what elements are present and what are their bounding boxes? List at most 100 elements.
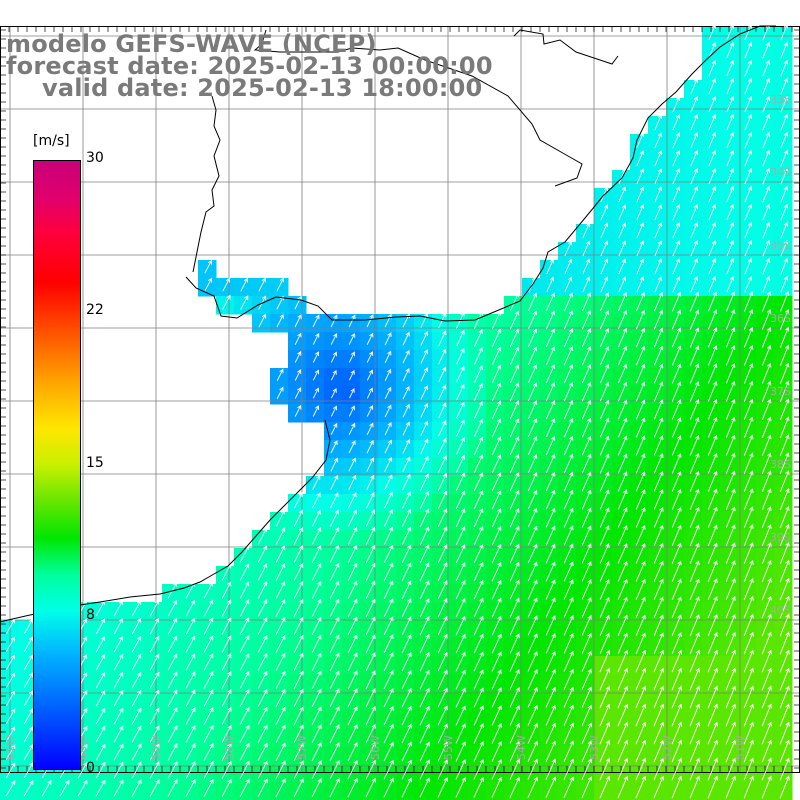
wind-arrow (779, 739, 790, 763)
wind-arrow (113, 635, 124, 653)
wind-arrow (294, 332, 302, 346)
wind-arrow (671, 363, 682, 384)
wind-arrow (653, 363, 664, 384)
wind-arrow (779, 362, 790, 384)
wind-arrow (473, 561, 484, 582)
latitude-label: 40S (770, 604, 791, 617)
wind-arrow (383, 509, 394, 527)
wind-arrow (383, 777, 394, 798)
wind-arrow (744, 167, 753, 185)
wind-arrow (365, 759, 376, 780)
wind-arrow (635, 345, 646, 366)
wind-arrow (293, 706, 304, 726)
wind-arrow (600, 276, 609, 293)
wind-arrow (491, 364, 502, 383)
wind-arrow (455, 490, 466, 510)
wind-arrow (653, 614, 664, 637)
wind-arrow (347, 634, 358, 654)
wind-arrow (437, 687, 448, 708)
wind-arrow (509, 579, 520, 600)
wind-arrow (726, 221, 735, 239)
wind-arrow (311, 562, 322, 581)
wind-arrow (311, 670, 322, 690)
wind-arrow (384, 350, 392, 363)
wind-arrow (545, 686, 556, 708)
wind-arrow (221, 581, 232, 599)
wind-arrow (473, 508, 484, 528)
wind-arrow (581, 722, 592, 745)
wind-arrow (762, 275, 771, 293)
wind-arrow (617, 614, 628, 636)
wind-arrow (149, 635, 160, 653)
wind-arrow (420, 438, 429, 455)
wind-arrow (689, 416, 700, 438)
wind-arrow (149, 689, 160, 707)
wind-arrow (779, 595, 790, 619)
wind-arrow (599, 578, 610, 600)
wind-arrow (312, 332, 320, 345)
wind-arrow (149, 743, 160, 761)
wind-arrow (509, 776, 520, 798)
wind-arrow (563, 650, 574, 672)
wind-arrow (384, 386, 392, 399)
wind-arrow (347, 544, 358, 563)
wind-arrow (419, 580, 430, 600)
wind-arrow (780, 167, 789, 185)
wind-arrow (617, 399, 628, 420)
wind-arrow (635, 578, 646, 600)
wind-arrow (599, 632, 610, 654)
wind-arrow (671, 703, 682, 727)
wind-arrow (77, 761, 88, 779)
wind-arrow (617, 489, 628, 510)
wind-arrow (131, 635, 142, 653)
wind-arrow (635, 524, 646, 546)
wind-arrow (473, 418, 483, 437)
wind-arrow (383, 687, 394, 708)
wind-arrow (780, 221, 789, 239)
latitude-label: 38S (770, 458, 791, 471)
wind-arrow (545, 740, 556, 762)
wind-arrow (743, 667, 754, 691)
longitude-label: 55W (442, 735, 455, 760)
wind-arrow (491, 328, 502, 347)
wind-arrow (95, 636, 106, 653)
wind-arrow (707, 416, 718, 438)
wind-arrow (635, 435, 646, 456)
wind-arrow (563, 615, 574, 636)
border-line (513, 29, 619, 65)
wind-arrow (509, 615, 520, 636)
wind-arrow (491, 454, 502, 474)
wind-arrow (617, 560, 628, 582)
wind-arrow (563, 507, 574, 528)
wind-arrow (167, 617, 178, 635)
wind-arrow (780, 257, 789, 275)
wind-arrow (329, 526, 340, 545)
wind-arrow (743, 685, 754, 709)
longitude-label: 57W (296, 735, 309, 760)
wind-arrow (762, 41, 771, 59)
wind-arrow (689, 399, 700, 420)
wind-arrow (509, 597, 520, 618)
wind-arrow (779, 308, 790, 330)
wind-arrow (743, 595, 754, 619)
wind-arrow (725, 703, 736, 727)
wind-arrow (473, 633, 484, 654)
wind-arrow (581, 363, 592, 384)
wind-arrow (347, 616, 358, 636)
wind-arrow (761, 488, 772, 511)
wind-arrow (509, 740, 520, 762)
wind-arrow (599, 739, 611, 763)
wind-arrow (527, 400, 538, 420)
wind-arrow (725, 685, 736, 709)
wind-arrow (636, 186, 645, 203)
wind-arrow (779, 631, 790, 655)
wind-arrow (708, 222, 717, 239)
wind-arrow (293, 670, 304, 690)
wind-arrow (744, 95, 753, 113)
wind-arrow (527, 346, 538, 366)
wind-arrow (707, 578, 718, 601)
wind-arrow (491, 418, 502, 438)
colorbar (33, 160, 81, 770)
wind-arrow (312, 492, 321, 509)
wind-arrow (708, 258, 717, 275)
